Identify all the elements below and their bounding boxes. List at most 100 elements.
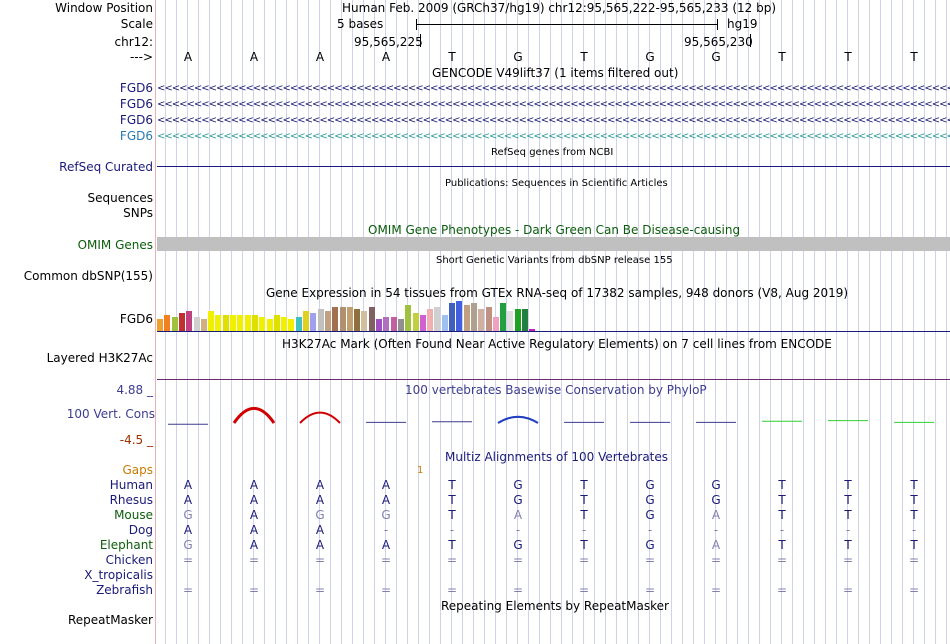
gtex-bar[interactable]	[157, 319, 163, 331]
gtex-bar[interactable]	[266, 319, 273, 331]
gtex-bar[interactable]	[500, 303, 507, 331]
gtex-bar[interactable]	[281, 317, 288, 331]
species-label[interactable]: Mouse	[114, 508, 153, 522]
gtex-bar[interactable]	[244, 315, 251, 331]
gtex-bar[interactable]	[215, 315, 222, 331]
refseq-label[interactable]: RefSeq Curated	[59, 160, 153, 174]
species-label[interactable]: Elephant	[99, 538, 153, 552]
gene-label-2[interactable]: FGD6	[119, 97, 153, 111]
gtex-bar[interactable]	[339, 307, 346, 331]
gtex-bar[interactable]	[390, 317, 397, 331]
gtex-bar[interactable]	[251, 315, 258, 331]
alignment-base: =	[908, 553, 920, 567]
multiz-track-title: Multiz Alignments of 100 Vertebrates	[445, 450, 669, 464]
gtex-bar[interactable]	[208, 311, 215, 331]
alignment-base: T	[778, 538, 786, 552]
gtex-bar[interactable]	[361, 311, 368, 331]
species-label[interactable]: Rhesus	[109, 493, 153, 507]
species-label[interactable]: X_tropicalis	[84, 568, 153, 582]
gtex-bar[interactable]	[186, 311, 193, 331]
gtex-bar[interactable]	[273, 315, 280, 331]
gtex-bar[interactable]	[164, 315, 171, 331]
gene-feature-4[interactable]: <<<<<<<<<<<<<<<<<<<<<<<<<<<<<<<<<<<<<<<<…	[157, 132, 950, 142]
gtex-bar[interactable]	[354, 309, 361, 331]
h3k27ac-label[interactable]: Layered H3K27Ac	[46, 351, 153, 365]
gtex-bar[interactable]	[230, 315, 236, 331]
gtex-bar[interactable]	[200, 319, 207, 331]
gtex-bar[interactable]	[324, 311, 331, 331]
grid-line	[594, 0, 595, 644]
grid-line	[792, 0, 793, 644]
dbsnp-label[interactable]: Common dbSNP(155)	[23, 269, 153, 283]
gtex-bar[interactable]	[522, 309, 528, 331]
gtex-bar[interactable]	[478, 309, 485, 331]
gtex-bar[interactable]	[368, 307, 375, 331]
alignment-base: =	[578, 553, 590, 567]
gtex-bar[interactable]	[427, 309, 434, 331]
sequences-label[interactable]: Sequences	[87, 191, 153, 205]
gtex-bar[interactable]	[405, 305, 412, 331]
grid-line	[484, 0, 485, 644]
phylop-label[interactable]: 100 Vert. Cons	[66, 407, 155, 421]
gtex-bar[interactable]	[507, 311, 514, 331]
omim-label[interactable]: OMIM Genes	[77, 238, 153, 252]
gtex-bar[interactable]	[449, 303, 455, 331]
gtex-bar[interactable]	[295, 317, 302, 331]
gtex-bar[interactable]	[485, 307, 492, 331]
gtex-bar[interactable]	[412, 313, 419, 331]
gtex-bar[interactable]	[397, 319, 404, 331]
refseq-gene-line[interactable]	[157, 166, 950, 167]
gene-label-1[interactable]: FGD6	[119, 81, 153, 95]
gtex-bar[interactable]	[514, 309, 521, 331]
gtex-bar[interactable]	[434, 307, 441, 331]
alignment-base: A	[381, 538, 391, 552]
gtex-bar[interactable]	[346, 307, 353, 331]
species-label[interactable]: Human	[109, 478, 153, 492]
gtex-bar[interactable]	[419, 315, 426, 331]
grid-line	[924, 0, 925, 644]
gtex-bar[interactable]	[383, 317, 390, 331]
gene-feature-2[interactable]: <<<<<<<<<<<<<<<<<<<<<<<<<<<<<<<<<<<<<<<<…	[157, 100, 950, 110]
species-label[interactable]: Dog	[128, 523, 153, 537]
alignment-base: T	[580, 478, 588, 492]
gtex-bar[interactable]	[470, 303, 477, 331]
gene-feature-3[interactable]: <<<<<<<<<<<<<<<<<<<<<<<<<<<<<<<<<<<<<<<<…	[157, 116, 950, 126]
gtex-gene-label[interactable]: FGD6	[119, 312, 153, 326]
repeatmasker-label[interactable]: RepeatMasker	[67, 613, 153, 627]
gtex-bar[interactable]	[237, 315, 244, 331]
gtex-gene-line	[157, 331, 950, 332]
species-label[interactable]: Zebrafish	[96, 583, 153, 597]
gtex-bar[interactable]	[303, 311, 309, 331]
gtex-bar[interactable]	[259, 317, 266, 331]
gtex-bar[interactable]	[332, 307, 339, 331]
gtex-bar[interactable]	[376, 319, 382, 331]
gtex-bar[interactable]	[222, 315, 229, 331]
alignment-base: A	[381, 478, 391, 492]
gtex-bar[interactable]	[288, 319, 295, 331]
gtex-bar[interactable]	[441, 315, 448, 331]
alignment-base: =	[182, 583, 194, 597]
grid-line	[583, 0, 584, 644]
gtex-bar[interactable]	[463, 305, 470, 331]
phylop-conservation-plot[interactable]	[157, 395, 950, 445]
gtex-bar[interactable]	[492, 317, 499, 331]
gtex-bar[interactable]	[317, 309, 324, 331]
gtex-bar[interactable]	[456, 301, 463, 331]
species-label[interactable]: Chicken	[105, 553, 153, 567]
gtex-bar[interactable]	[310, 313, 317, 331]
gene-feature-1[interactable]: <<<<<<<<<<<<<<<<<<<<<<<<<<<<<<<<<<<<<<<<…	[157, 84, 950, 94]
gene-label-4[interactable]: FGD6	[119, 129, 153, 143]
alignment-base: G	[711, 493, 721, 507]
grid-line	[561, 0, 562, 644]
gaps-label[interactable]: Gaps	[122, 463, 153, 477]
snps-label[interactable]: SNPs	[123, 206, 153, 220]
assembly-name: hg19	[727, 17, 758, 31]
gtex-bar[interactable]	[178, 313, 185, 331]
gtex-bar[interactable]	[529, 329, 536, 331]
gtex-bar[interactable]	[171, 317, 178, 331]
gtex-bar[interactable]	[193, 317, 200, 331]
alignment-base: =	[644, 583, 656, 597]
omim-feature-bar[interactable]	[157, 237, 950, 251]
gene-label-3[interactable]: FGD6	[119, 113, 153, 127]
alignment-base: =	[512, 553, 524, 567]
